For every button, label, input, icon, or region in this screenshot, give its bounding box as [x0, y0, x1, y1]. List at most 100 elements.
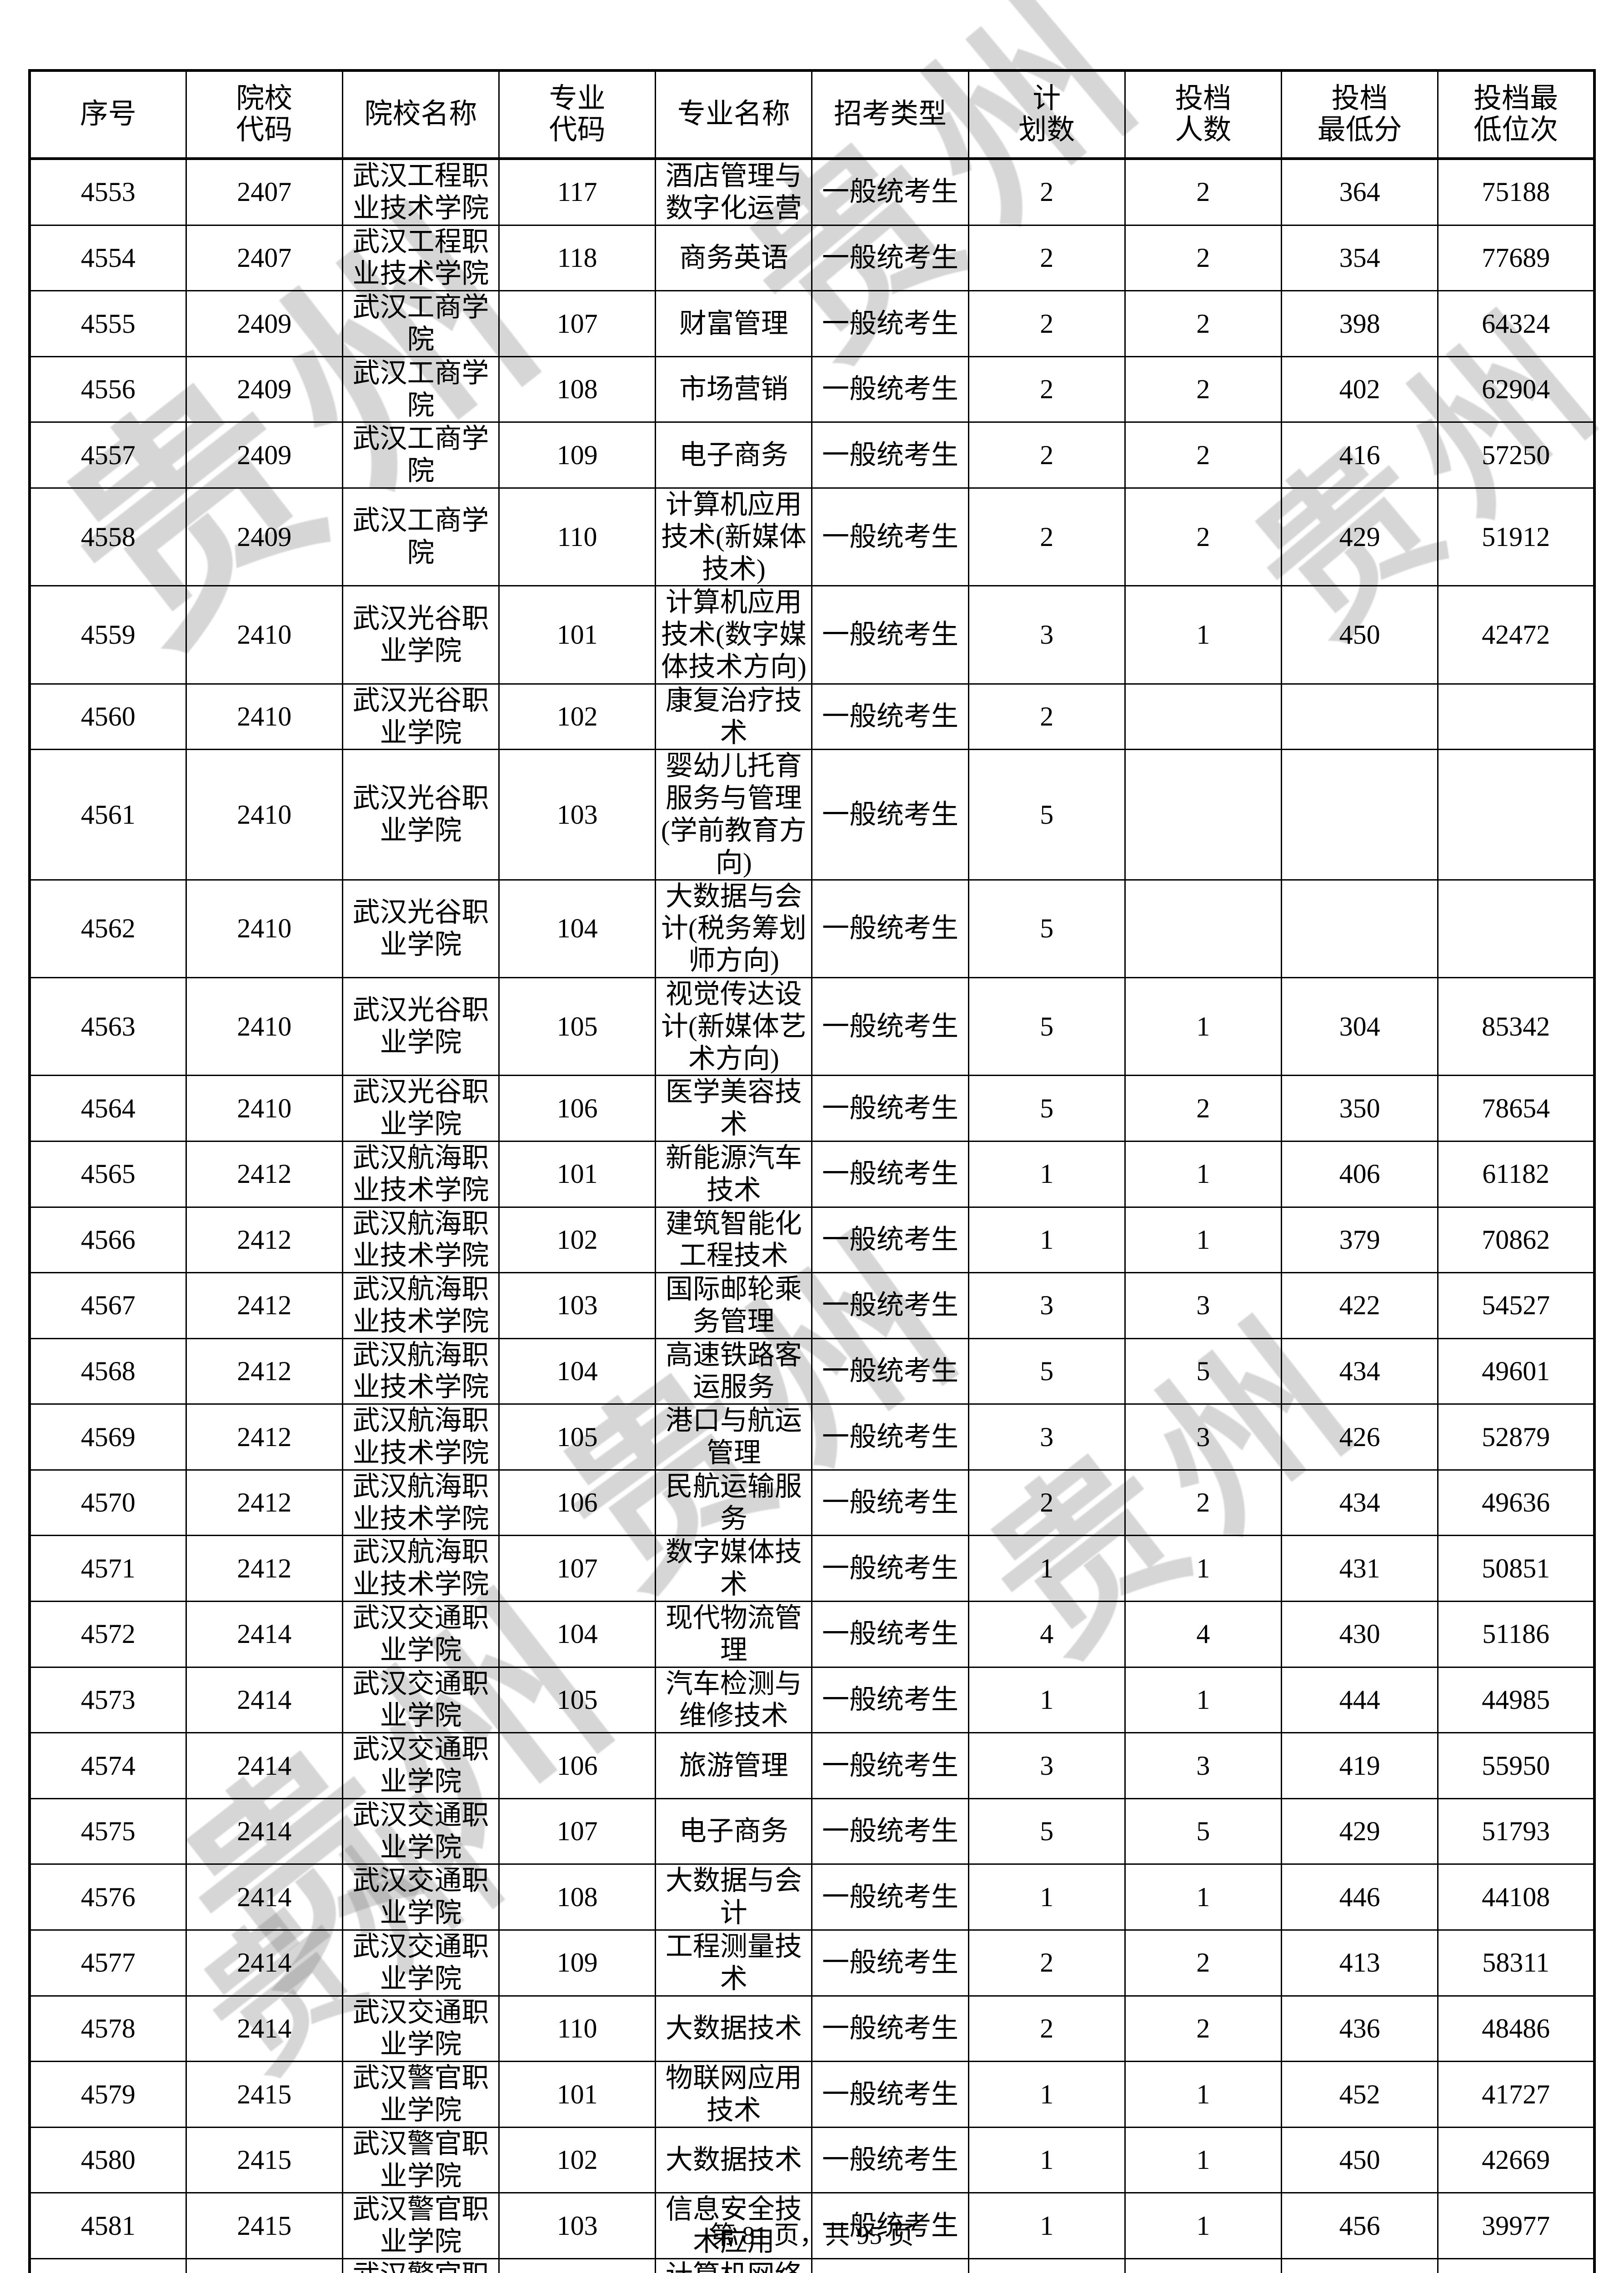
cell-min-rank: 58311: [1437, 1929, 1595, 1997]
cell-min-score: 450: [1280, 2126, 1439, 2194]
cell-major-code: 106: [498, 1469, 657, 1537]
cell-plan-count: 1: [967, 2126, 1126, 2194]
cell-exam-type: 一般统考生: [811, 1929, 969, 1997]
admission-score-table: 序号 院校 代码 院校名称 专业 代码 专业名称 招考类型 计划数 投档 人数 投档最…: [28, 69, 1596, 2273]
cell-major-name: 市场营销: [655, 355, 813, 423]
cell-major-code: 103: [498, 1272, 657, 1339]
cell-major-name: 大数据技术: [655, 1995, 813, 2063]
cell-major-name: 电子商务: [655, 421, 813, 489]
cell-exam-type: 一般统考生: [811, 2258, 969, 2273]
cell-plan-count: 3: [967, 585, 1126, 685]
cell-plan-count: 1: [967, 1140, 1126, 1208]
table-row: 4579 2415 武汉警官职业学院 101 物联网应用技术 一般统考生 1 1 452 4172…: [29, 2061, 1595, 2128]
cell-min-rank: 57250: [1437, 421, 1595, 489]
cell-admitted-count: 3: [1124, 1272, 1283, 1339]
cell-exam-type: 一般统考生: [811, 1535, 969, 1602]
cell-school-name: 武汉警官职业学院: [341, 2126, 500, 2194]
cell-admitted-count: 3: [1124, 1403, 1283, 1471]
table-row: 4576 2414 武汉交通职业学院 108 大数据与会计 一般统考生 1 1 446 44108: [29, 1863, 1595, 1931]
cell-min-rank: 62904: [1437, 355, 1595, 423]
cell-min-score: 413: [1280, 1929, 1439, 1997]
cell-school-code: 2410: [185, 749, 343, 881]
cell-exam-type: 一般统考生: [811, 1601, 969, 1668]
cell-major-name: 电子商务: [655, 1797, 813, 1865]
cell-plan-count: 1: [967, 1535, 1126, 1602]
cell-admitted-count: 2: [1124, 421, 1283, 489]
cell-major-code: 117: [498, 158, 657, 226]
cell-major-name: 港口与航运管理: [655, 1403, 813, 1471]
table-header: 序号 院校 代码 院校名称 专业 代码 专业名称 招考类型 计划数 投档 人数 投档最…: [29, 70, 1595, 160]
cell-min-score: 456: [1280, 2192, 1439, 2259]
cell-school-code: 2415: [185, 2258, 343, 2273]
cell-min-rank: 44108: [1437, 1863, 1595, 1931]
cell-min-score: 429: [1280, 1797, 1439, 1865]
cell-seq: 4571: [29, 1535, 187, 1602]
cell-major-name: 物联网应用技术: [655, 2061, 813, 2128]
cell-seq: 4572: [29, 1601, 187, 1668]
cell-major-name: 建筑智能化工程技术: [655, 1206, 813, 1274]
table-row: 4581 2415 武汉警官职业学院 103 信息安全技术应用 一般统考生 1 1 456 399…: [29, 2192, 1595, 2259]
cell-min-rank: 61182: [1437, 1140, 1595, 1208]
cell-seq: 4579: [29, 2061, 187, 2128]
cell-exam-type: 一般统考生: [811, 2126, 969, 2194]
cell-exam-type: 一般统考生: [811, 1995, 969, 2063]
cell-school-name: 武汉交通职业学院: [341, 1863, 500, 1931]
cell-admitted-count: 2: [1124, 1469, 1283, 1537]
cell-min-rank: [1437, 749, 1595, 881]
table-row: 4580 2415 武汉警官职业学院 102 大数据技术 一般统考生 1 1 450 42669: [29, 2126, 1595, 2194]
cell-school-code: 2414: [185, 1732, 343, 1799]
cell-school-name: 武汉交通职业学院: [341, 1732, 500, 1799]
cell-major-code: 101: [498, 585, 657, 685]
cell-major-name: 计算机网络技术: [655, 2258, 813, 2273]
cell-school-name: 武汉航海职业技术学院: [341, 1206, 500, 1274]
col-header-major-code: 专业 代码: [498, 70, 657, 160]
cell-admitted-count: 5: [1124, 1337, 1283, 1405]
cell-school-code: 2410: [185, 683, 343, 751]
cell-min-rank: 39945: [1437, 2258, 1595, 2273]
cell-school-name: 武汉工商学院: [341, 487, 500, 587]
cell-plan-count: 5: [967, 1075, 1126, 1142]
cell-major-name: 酒店管理与数字化运营: [655, 158, 813, 226]
cell-min-score: 379: [1280, 1206, 1439, 1274]
cell-exam-type: 一般统考生: [811, 879, 969, 978]
cell-min-score: 354: [1280, 224, 1439, 292]
table-row: 4571 2412 武汉航海职业技术学院 107 数字媒体技术 一般统考生 1 1 431 508…: [29, 1535, 1595, 1602]
cell-major-name: 计算机应用技术(数字媒体技术方向): [655, 585, 813, 685]
cell-school-name: 武汉光谷职业学院: [341, 585, 500, 685]
cell-school-code: 2415: [185, 2061, 343, 2128]
cell-seq: 4578: [29, 1995, 187, 2063]
cell-school-name: 武汉工程职业技术学院: [341, 158, 500, 226]
cell-school-code: 2415: [185, 2126, 343, 2194]
cell-seq: 4564: [29, 1075, 187, 1142]
cell-school-name: 武汉交通职业学院: [341, 1666, 500, 1734]
cell-school-code: 2410: [185, 1075, 343, 1142]
cell-plan-count: 2: [967, 421, 1126, 489]
cell-seq: 4567: [29, 1272, 187, 1339]
cell-major-name: 大数据与会计: [655, 1863, 813, 1931]
cell-major-name: 财富管理: [655, 290, 813, 357]
col-header-min-score: 投档 最低分: [1280, 70, 1439, 160]
cell-seq: 4568: [29, 1337, 187, 1405]
cell-school-name: 武汉交通职业学院: [341, 1797, 500, 1865]
cell-min-rank: [1437, 683, 1595, 751]
cell-admitted-count: 2: [1124, 1929, 1283, 1997]
cell-admitted-count: 2: [1124, 1075, 1283, 1142]
cell-plan-count: 1: [967, 1206, 1126, 1274]
cell-min-score: [1280, 879, 1439, 978]
table-row: 4577 2414 武汉交通职业学院 109 工程测量技术 一般统考生 2 2 413 58311: [29, 1929, 1595, 1997]
cell-seq: 4553: [29, 158, 187, 226]
cell-major-code: 104: [498, 879, 657, 978]
cell-plan-count: 2: [967, 1469, 1126, 1537]
cell-exam-type: 一般统考生: [811, 1863, 969, 1931]
cell-min-score: [1280, 683, 1439, 751]
cell-exam-type: 一般统考生: [811, 1797, 969, 1865]
cell-min-rank: 85342: [1437, 976, 1595, 1076]
cell-exam-type: 一般统考生: [811, 158, 969, 226]
cell-seq: 4574: [29, 1732, 187, 1799]
cell-exam-type: 一般统考生: [811, 1075, 969, 1142]
cell-school-name: 武汉工程职业技术学院: [341, 224, 500, 292]
cell-school-code: 2414: [185, 1601, 343, 1668]
table-row: 4565 2412 武汉航海职业技术学院 101 新能源汽车技术 一般统考生 1 1 406 61…: [29, 1140, 1595, 1208]
cell-seq: 4561: [29, 749, 187, 881]
cell-school-name: 武汉警官职业学院: [341, 2192, 500, 2259]
